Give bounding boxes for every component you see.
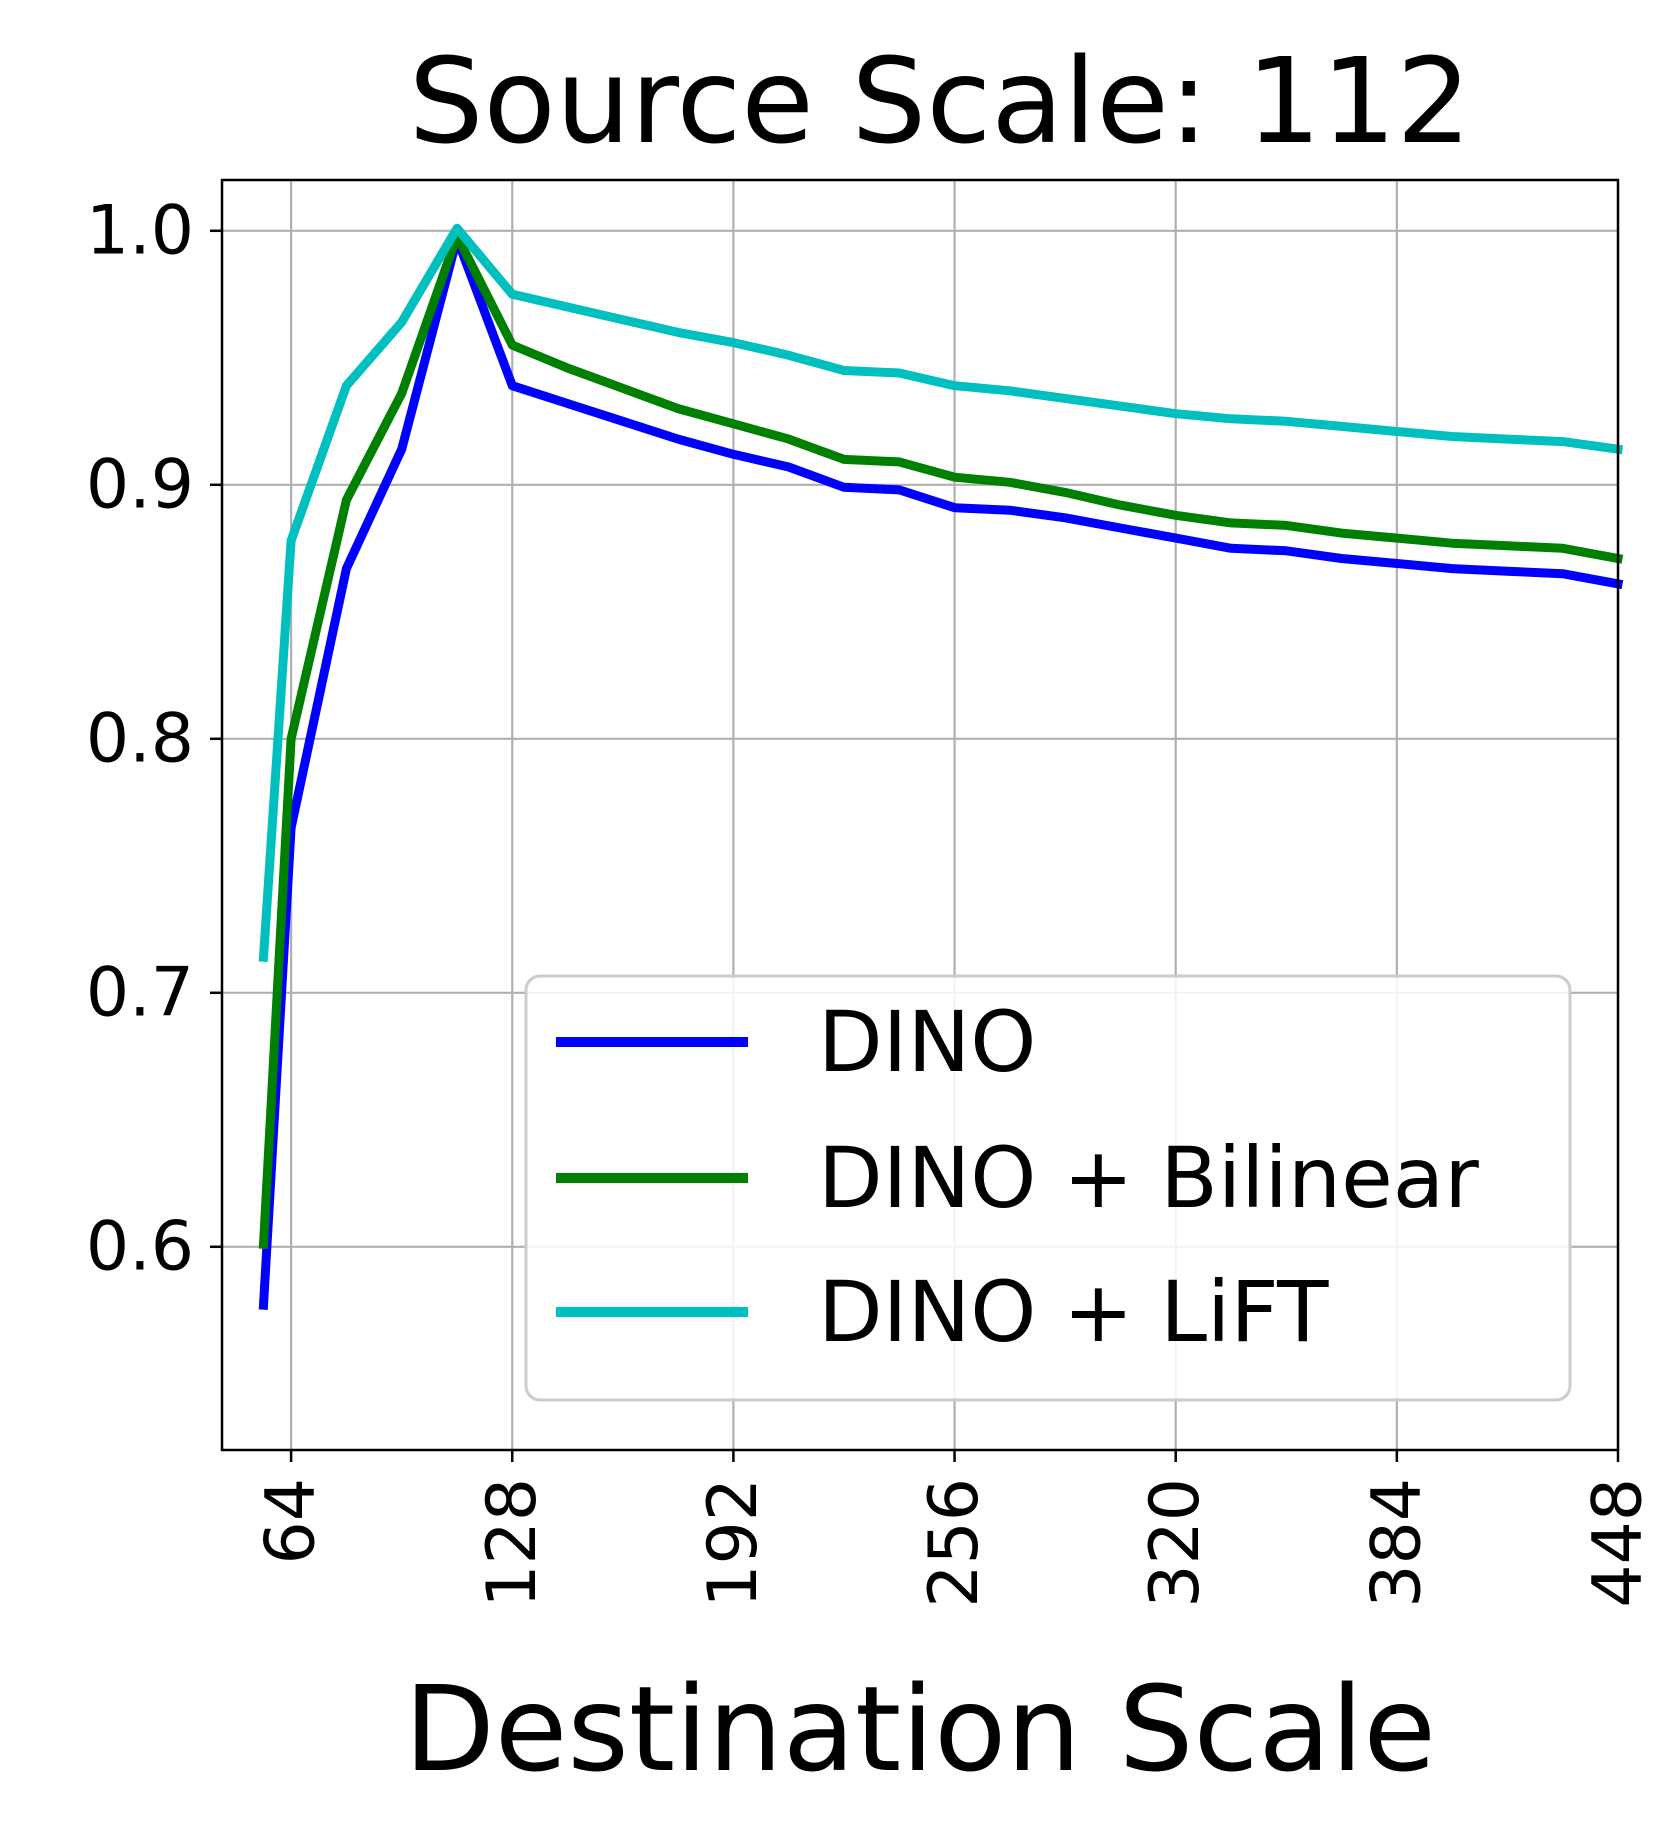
x-tick-label: 448 [1579,1478,1658,1608]
x-axis-ticks: 64 128 192 256 320 384 448 [252,1450,1658,1608]
chart-title: Source Scale: 112 [409,32,1472,170]
legend-items: DINO DINO + Bilinear DINO + LiFT [556,993,1479,1361]
x-tick-label: 192 [694,1478,773,1608]
legend-box [524,974,1572,1402]
legend-label: DINO [818,993,1036,1091]
y-tick-label: 0.9 [86,445,194,524]
y-tick-label: 0.7 [86,953,194,1032]
series-line-2 [258,231,1624,1250]
series-line-3 [258,223,1624,962]
x-tick-label: 384 [1357,1478,1436,1608]
x-tick-label: 128 [473,1478,552,1608]
x-tick-label: 64 [252,1478,331,1565]
legend: DINO DINO + Bilinear DINO + LiFT [524,974,1572,1402]
series-lines [258,223,1624,1310]
x-tick-label: 256 [915,1478,994,1608]
plot-area-frame [220,178,1620,1452]
x-tick-label: 320 [1136,1478,1215,1608]
y-tick-label: 1.0 [86,191,194,270]
y-tick-label: 0.8 [86,699,194,778]
y-axis-ticks: 0.6 0.7 0.8 0.9 1.0 [86,191,222,1286]
y-tick-label: 0.6 [86,1207,194,1286]
x-axis-label: Destination Scale [404,1660,1436,1798]
legend-label: DINO + Bilinear [818,1129,1479,1227]
legend-label: DINO + LiFT [818,1263,1329,1361]
